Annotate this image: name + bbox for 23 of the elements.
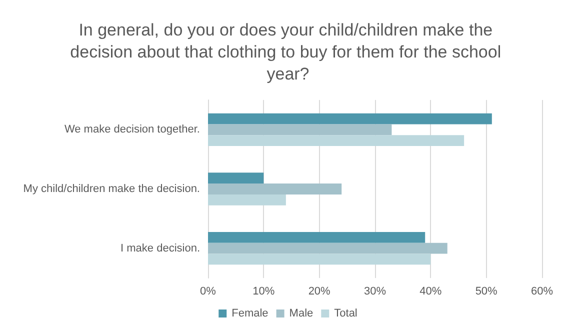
bar	[208, 124, 392, 136]
x-tick-label: 0%	[200, 286, 216, 298]
chart-title: In general, do you or does your child/children make the decision about that clothing to buy for them for the school year?	[70, 20, 506, 84]
y-tick-label: I make decision.	[120, 242, 200, 254]
legend-label: Female	[232, 308, 268, 320]
x-tick-label: 60%	[530, 286, 554, 298]
bar	[208, 172, 264, 184]
legend-label: Total	[334, 308, 358, 320]
y-tick-label: My child/children make the decision.	[23, 183, 200, 195]
x-tick-label: 10%	[252, 286, 275, 298]
bar	[208, 113, 492, 124]
x-tick-label: 30%	[364, 286, 386, 298]
x-tick-label: 20%	[308, 286, 331, 298]
y-tick-label: We make decision together.	[64, 124, 200, 136]
bar	[208, 194, 286, 206]
x-tick-label: 40%	[420, 286, 442, 298]
bar	[208, 242, 448, 254]
bar	[208, 135, 464, 146]
bar	[208, 184, 342, 194]
x-tick-label: 50%	[475, 286, 498, 298]
bar	[208, 232, 426, 243]
bar	[208, 254, 431, 265]
legend-label: Male	[289, 308, 314, 320]
